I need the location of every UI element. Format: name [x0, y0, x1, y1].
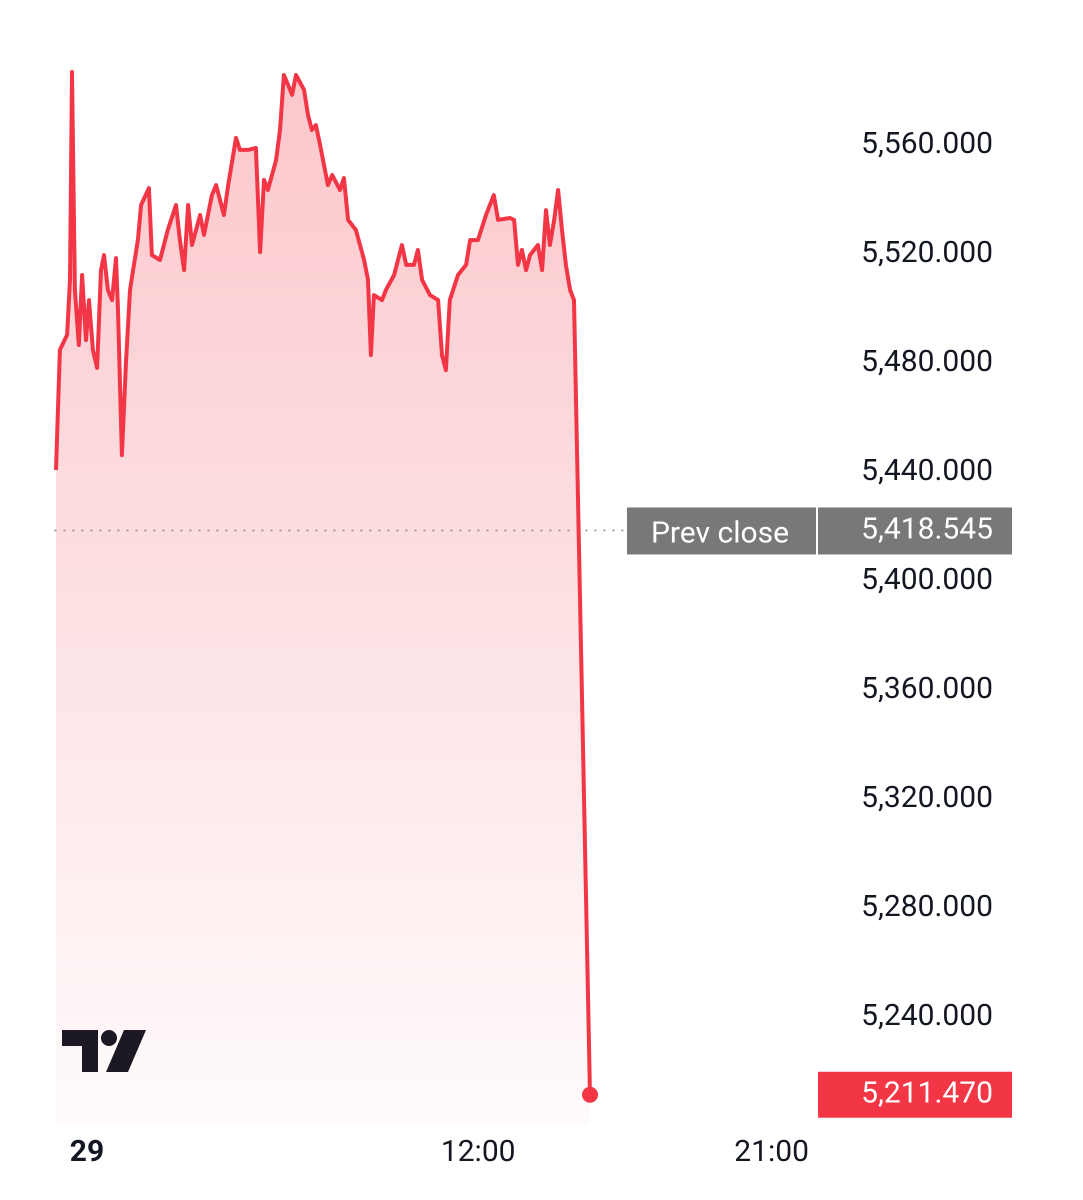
y-tick-label: 5,440.000 [861, 453, 993, 488]
y-tick-label: 5,560.000 [861, 126, 993, 161]
last-point [582, 1086, 599, 1103]
prev-close-label: Prev close [651, 515, 789, 550]
x-tick-label: 29 [70, 1134, 104, 1169]
y-tick-label: 5,400.000 [861, 562, 993, 597]
y-tick-label: 5,520.000 [861, 235, 993, 270]
area [56, 72, 591, 1126]
y-tick-label: 5,480.000 [861, 344, 993, 379]
prev-close-value: 5,418.545 [861, 511, 993, 546]
y-tick-label: 5,240.000 [861, 998, 993, 1033]
last-value-box [818, 1071, 1012, 1118]
y-tick-label: 5,360.000 [861, 671, 993, 706]
prev-close-box [627, 507, 1012, 555]
y-tick-label: 5,320.000 [861, 780, 993, 815]
x-tick-label: 12:00 [441, 1134, 516, 1169]
line [54, 70, 592, 1095]
x-tick-label: 21:00 [734, 1134, 809, 1169]
y-tick-label: 5,280.000 [861, 889, 993, 924]
last-value-label: 5,211.470 [861, 1076, 993, 1111]
